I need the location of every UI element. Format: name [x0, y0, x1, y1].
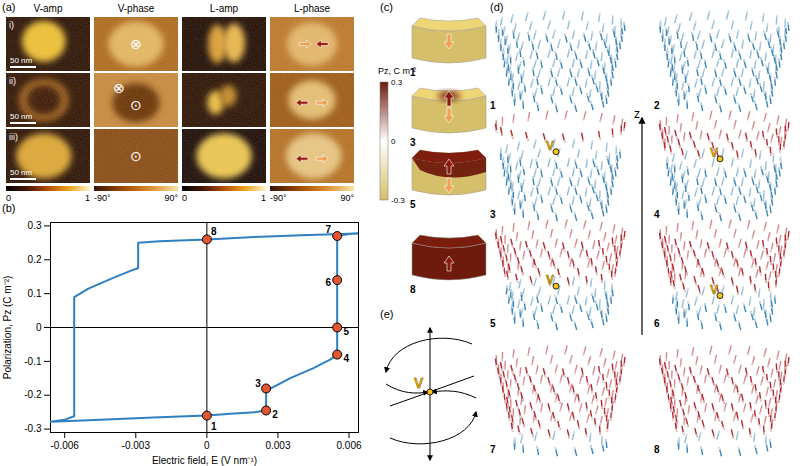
- svg-text:90°: 90°: [340, 193, 354, 203]
- svg-text:iii): iii): [9, 132, 18, 142]
- svg-text:-0.1: -0.1: [24, 356, 42, 367]
- svg-text:i): i): [9, 20, 14, 30]
- svg-text:V: V: [710, 146, 718, 160]
- svg-text:3: 3: [255, 378, 261, 389]
- svg-text:5: 5: [490, 318, 496, 329]
- svg-text:90°: 90°: [164, 193, 178, 203]
- svg-text:0.003: 0.003: [265, 440, 290, 451]
- svg-text:V: V: [414, 375, 424, 391]
- svg-text:4: 4: [343, 353, 349, 364]
- svg-text:ii): ii): [9, 76, 16, 86]
- svg-text:0.3: 0.3: [391, 78, 403, 87]
- svg-text:-0.003: -0.003: [122, 440, 151, 451]
- svg-text:50 nm: 50 nm: [10, 56, 33, 65]
- svg-text:(b): (b): [2, 202, 15, 214]
- svg-text:Electric field, E (V nm⁻¹): Electric field, E (V nm⁻¹): [152, 455, 257, 466]
- svg-text:3: 3: [490, 209, 496, 220]
- svg-text:(a): (a): [2, 1, 15, 13]
- svg-text:1: 1: [85, 193, 90, 203]
- svg-text:50 nm: 50 nm: [10, 112, 33, 121]
- svg-text:6: 6: [654, 318, 660, 329]
- svg-text:0.2: 0.2: [28, 254, 42, 265]
- svg-text:L-amp: L-amp: [210, 3, 239, 14]
- svg-text:1: 1: [211, 421, 217, 432]
- svg-text:0.006: 0.006: [337, 440, 362, 451]
- svg-text:(e): (e): [380, 308, 393, 320]
- svg-text:0: 0: [36, 322, 42, 333]
- svg-text:⊗: ⊗: [130, 36, 142, 52]
- svg-text:-0.3: -0.3: [391, 196, 405, 205]
- svg-text:0: 0: [6, 193, 11, 203]
- svg-text:V: V: [546, 139, 554, 153]
- svg-text:(c): (c): [380, 1, 393, 13]
- svg-text:⊙: ⊙: [130, 97, 142, 113]
- svg-text:0.3: 0.3: [28, 220, 42, 231]
- svg-text:V: V: [546, 273, 554, 287]
- svg-text:z: z: [634, 107, 640, 121]
- svg-text:1: 1: [410, 67, 416, 78]
- svg-text:2: 2: [654, 100, 660, 111]
- svg-text:⊙: ⊙: [130, 148, 142, 164]
- svg-text:4: 4: [654, 209, 660, 220]
- svg-text:0.1: 0.1: [28, 288, 42, 299]
- svg-text:5: 5: [410, 199, 416, 210]
- svg-text:V: V: [710, 283, 718, 297]
- svg-text:(d): (d): [490, 1, 503, 13]
- svg-text:7: 7: [325, 224, 331, 235]
- svg-text:0: 0: [182, 193, 187, 203]
- svg-text:5: 5: [343, 326, 349, 337]
- svg-text:Polarization, Pz (C m⁻²): Polarization, Pz (C m⁻²): [2, 276, 13, 380]
- svg-text:-90°: -90°: [94, 193, 111, 203]
- svg-text:-0.3: -0.3: [24, 423, 42, 434]
- svg-text:-90°: -90°: [270, 193, 287, 203]
- svg-text:V-phase: V-phase: [118, 3, 155, 14]
- svg-text:L-phase: L-phase: [294, 3, 331, 14]
- svg-text:8: 8: [211, 226, 217, 237]
- svg-text:8: 8: [410, 284, 416, 295]
- svg-text:8: 8: [654, 444, 660, 455]
- svg-text:0: 0: [391, 137, 396, 146]
- svg-text:-0.006: -0.006: [51, 440, 80, 451]
- svg-text:-0.2: -0.2: [24, 389, 42, 400]
- svg-text:0: 0: [204, 440, 210, 451]
- svg-text:6: 6: [325, 277, 331, 288]
- svg-text:2: 2: [272, 409, 278, 420]
- svg-text:50 nm: 50 nm: [10, 168, 33, 177]
- svg-text:Pz, C m⁻²: Pz, C m⁻²: [378, 66, 416, 76]
- svg-text:⊗: ⊗: [113, 80, 125, 96]
- svg-text:3: 3: [410, 137, 416, 148]
- svg-text:1: 1: [261, 193, 266, 203]
- svg-text:7: 7: [490, 444, 496, 455]
- svg-text:1: 1: [490, 100, 496, 111]
- svg-text:V-amp: V-amp: [34, 3, 63, 14]
